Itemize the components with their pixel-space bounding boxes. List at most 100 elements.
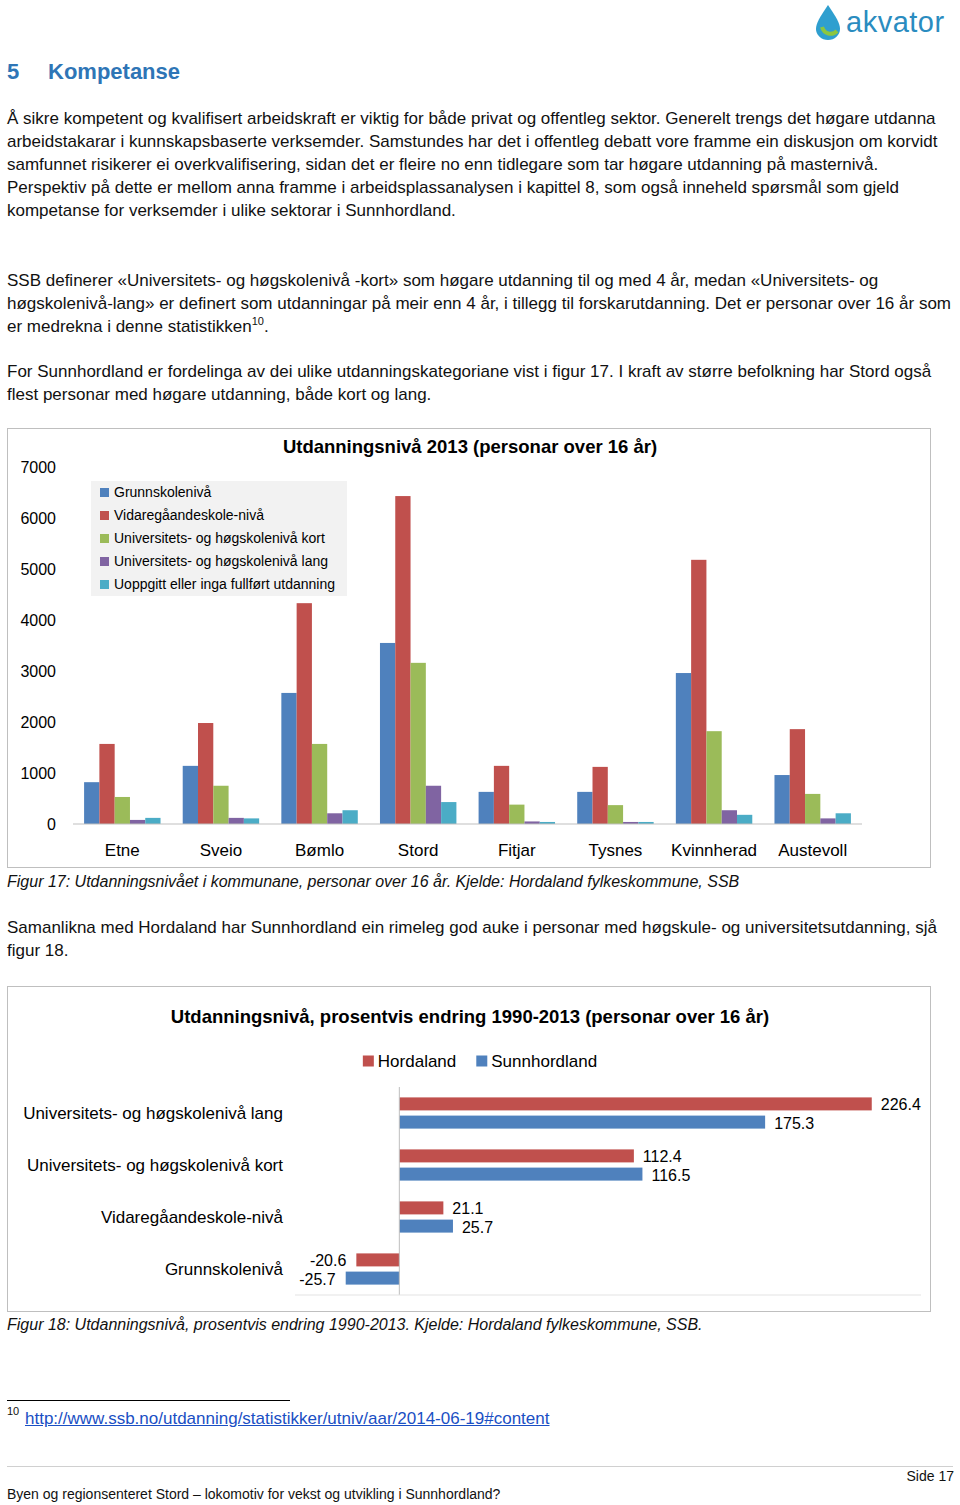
bar [820,818,835,824]
bar [183,766,198,824]
bar [399,1168,642,1181]
x-tick-label: Sveio [200,841,243,860]
bar [411,663,426,824]
footer-separator [7,1466,953,1467]
category-axis-line [399,1087,400,1295]
bar [706,731,721,824]
data-label: 116.5 [651,1167,690,1184]
bar [836,813,851,824]
footer-text: Byen og regionsenteret Stord – lokomotiv… [7,1486,500,1502]
section-title: Kompetanse [48,59,180,85]
legend: Grunnskolenivå Vidaregåandeskole-nivå Univ… [91,481,347,596]
bar [426,786,441,824]
paragraph: Å sikre kompetent og kvalifisert arbeids… [7,107,953,222]
bar [115,797,130,824]
data-label: 112.4 [643,1148,682,1165]
legend-swatch [363,1056,374,1067]
legend-swatch [100,511,109,520]
data-label: 25.7 [462,1219,493,1236]
legend-label: Hordaland [378,1052,456,1071]
y-tick-label: Universitets- og høgskolenivå lang [23,1104,283,1123]
x-tick-label: Fitjar [498,841,536,860]
bar [399,1116,765,1129]
paragraph: For Sunnhordland er fordelinga av dei ul… [7,360,953,406]
bar [346,1272,400,1285]
legend-swatch [100,580,109,589]
x-axis-line [73,824,862,825]
chart: Utdanningsnivå 2013 (personar over 16 år… [8,429,930,867]
logo-wave [822,27,837,34]
bar [327,813,342,824]
legend-swatch [100,534,109,543]
bar [737,815,752,824]
data-label: 21.1 [452,1200,483,1217]
bar [342,810,357,824]
footnote-separator [7,1400,290,1401]
data-labels: 226.4 112.4 21.1 -20.6 175.3 116.5 25.7 -25.7 [299,1096,921,1287]
paragraph-text: Å sikre kompetent og kvalifisert arbeids… [7,109,937,220]
y-tick-label: Vidaregåandeskole-nivå [101,1208,284,1227]
legend-label: Uoppgitt eller inga fullført utdanning [114,576,335,592]
bar [691,560,706,824]
legend: Hordaland Sunnhordland [363,1052,597,1071]
page: akvator5KompetanseÅ sikre kompetent og k… [0,0,960,1505]
y-tick-label: Universitets- og høgskolenivå kort [27,1156,283,1175]
bar [399,1220,453,1233]
paragraph: SSB definerer «Universitets- og høgskole… [7,269,953,338]
value-axis-line [295,1295,921,1296]
paragraph-text: SSB definerer «Universitets- og høgskole… [7,271,951,336]
legend-label: Universitets- og høgskolenivå lang [114,553,328,569]
bar [593,767,608,824]
bar [213,786,228,824]
bar [84,782,99,824]
data-label: 226.4 [881,1096,921,1113]
chart-title: Utdanningsnivå, prosentvis endring 1990-… [171,1006,769,1027]
bar [395,496,410,824]
x-tick-label: Bømlo [295,841,344,860]
legend-swatch [100,557,109,566]
legend-background [91,481,347,596]
bar [722,810,737,824]
bar [198,723,213,824]
bar [805,794,820,824]
footnote-link[interactable]: http://www.ssb.no/utdanning/statistikker… [25,1409,549,1429]
paragraph: Samanlikna med Hordaland har Sunnhordlan… [7,916,953,962]
legend-swatch [100,488,109,497]
legend-label: Sunnhordland [491,1052,597,1071]
bars [346,1097,872,1284]
logo-icon [814,3,842,41]
bar [229,818,244,824]
legend-swatch [476,1056,487,1067]
y-tick-label: 5000 [20,561,56,578]
paragraph-text: For Sunnhordland er fordelinga av dei ul… [7,362,931,404]
bar [244,818,259,824]
data-label: -25.7 [299,1271,336,1288]
logo-drop [816,5,840,40]
bar [380,643,395,824]
x-tick-label: Etne [105,841,140,860]
bar [145,818,160,824]
bar [399,1201,443,1214]
bar [509,805,524,824]
y-tick-label: 7000 [20,459,56,476]
bar [774,775,789,824]
chart-frame: Utdanningsnivå, prosentvis endring 1990-… [7,986,931,1312]
paragraph-text: Samanlikna med Hordaland har Sunnhordlan… [7,918,937,960]
y-tick-label: 3000 [20,663,56,680]
legend-label: Grunnskolenivå [114,484,211,500]
data-label: -20.6 [310,1252,347,1269]
legend-label: Vidaregåandeskole-nivå [114,507,264,523]
data-label: 175.3 [774,1115,814,1132]
chart-title: Utdanningsnivå 2013 (personar over 16 år… [283,436,657,457]
bar [130,820,145,824]
bar [281,693,296,824]
y-tick-label: 6000 [20,510,56,527]
x-tick-label: Tysnes [589,841,643,860]
bar [356,1253,399,1266]
y-tick-label: 4000 [20,612,56,629]
y-tick-label: 0 [47,816,56,833]
logo-text: akvator [846,6,945,39]
bars [84,496,851,824]
footer-page: Side 17 [907,1468,954,1484]
figure-caption: Figur 17: Utdanningsnivået i kommunane, … [7,871,953,893]
